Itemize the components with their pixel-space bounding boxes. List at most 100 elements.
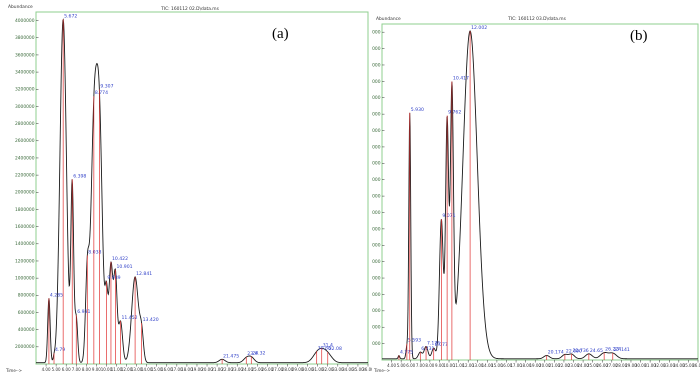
y-axis-title: Abundance — [8, 4, 33, 10]
y-tick-label: 400000 — [18, 327, 35, 333]
y-tick-label: 4000000 — [372, 30, 381, 36]
x-tick-label: 22.00 — [221, 367, 233, 372]
y-tick-label: 3800000 — [15, 35, 35, 41]
x-tick-label: 14.00 — [141, 367, 153, 372]
peak-label: 32.08 — [329, 346, 342, 352]
x-tick-label: 6.00 — [406, 363, 415, 368]
x-axis-title: Time--> — [5, 368, 22, 373]
peak-label: 5.593 — [408, 338, 421, 344]
y-tick-label: 3000000 — [372, 112, 381, 118]
tic-trace — [382, 30, 698, 360]
y-tick-label: 4000000 — [15, 18, 35, 24]
y-tick-label: 1000000 — [372, 275, 381, 281]
y-tick-label: 3600000 — [372, 62, 381, 68]
peak-label: 6.731 — [421, 346, 434, 352]
x-tick-label: 19.00 — [529, 363, 541, 368]
panel-label-b: (b) — [630, 28, 648, 44]
y-tick-label: 3200000 — [372, 95, 381, 101]
y-tick-label: 1600000 — [372, 226, 381, 232]
y-tick-label: 1400000 — [372, 243, 381, 249]
y-tick-label: 2400000 — [372, 161, 381, 167]
x-tick-label: 25.00 — [587, 363, 599, 368]
peak-label: 5.930 — [411, 107, 424, 113]
y-tick-label: 1800000 — [372, 210, 381, 216]
peak-label: 12.841 — [136, 271, 152, 277]
peak-label: 10.901 — [116, 264, 132, 270]
x-tick-label: 30.00 — [635, 363, 647, 368]
y-tick-label: 2800000 — [15, 121, 35, 127]
x-tick-label: 5.00 — [397, 363, 406, 368]
x-tick-label: 7.00 — [72, 367, 81, 372]
x-tick-label: 6.00 — [62, 367, 71, 372]
x-tick-label: 27.00 — [606, 363, 618, 368]
peak-label: 10.422 — [112, 256, 128, 262]
x-tick-label: 28.00 — [616, 363, 628, 368]
peak-label: 6.398 — [73, 173, 86, 179]
x-tick-label: 34.00 — [342, 367, 354, 372]
y-tick-label: 2000000 — [372, 193, 381, 199]
x-tick-label: 18.00 — [181, 367, 193, 372]
peak-label: 22.736 — [573, 348, 589, 354]
chart-header: TIC: 160112 03.D\data.ms — [507, 16, 566, 22]
x-tick-label: 13.00 — [131, 367, 143, 372]
x-tick-label: 8.00 — [425, 363, 434, 368]
x-tick-label: 12.00 — [462, 363, 474, 368]
x-tick-label: 21.00 — [211, 367, 223, 372]
x-tick-label: 32.00 — [322, 367, 334, 372]
x-tick-label: 11.00 — [111, 367, 123, 372]
y-tick-label: 2800000 — [372, 128, 381, 134]
x-tick-label: 9.00 — [92, 367, 101, 372]
y-tick-label: 3600000 — [15, 52, 35, 58]
peak-label: 24.32 — [252, 350, 265, 356]
x-tick-label: 19.00 — [191, 367, 203, 372]
x-tick-label: 14.00 — [482, 363, 494, 368]
y-tick-label: 1800000 — [15, 207, 35, 213]
peak-label: 11.452 — [122, 315, 138, 321]
y-tick-label: 1600000 — [15, 224, 35, 230]
x-tick-label: 33.00 — [332, 367, 344, 372]
x-axis-title: Time--> — [373, 368, 390, 373]
x-tick-label: 17.00 — [171, 367, 183, 372]
peak-label: 31.4 — [323, 342, 333, 348]
x-tick-label: 7.00 — [416, 363, 425, 368]
peak-label: 6.931 — [77, 309, 90, 315]
y-tick-label: 3800000 — [372, 46, 381, 52]
chart-header: TIC: 160112 02.D\data.ms — [160, 6, 219, 12]
plot-frame — [35, 11, 369, 365]
x-tick-label: 24.00 — [577, 363, 589, 368]
plot-frame — [381, 23, 699, 361]
tic-trace — [36, 18, 368, 364]
peak-label: 10.417 — [453, 75, 469, 81]
x-tick-label: 17.00 — [510, 363, 522, 368]
x-tick-label: 22.00 — [558, 363, 570, 368]
peak-label: 12.002 — [471, 25, 487, 31]
x-tick-label: 24.00 — [242, 367, 254, 372]
y-tick-label: 1400000 — [15, 241, 35, 247]
peak-label: 27.141 — [614, 347, 630, 353]
y-tick-label: 2600000 — [372, 144, 381, 150]
x-tick-label: 27.00 — [272, 367, 284, 372]
x-tick-label: 13.00 — [472, 363, 484, 368]
chromatogram-b-svg: Abundance TIC: 160112 03.D\data.ms (b) T… — [372, 16, 700, 373]
x-tick-label: 26.00 — [597, 363, 609, 368]
x-tick-label: 4.00 — [42, 367, 51, 372]
x-tick-label: 16.00 — [501, 363, 513, 368]
x-tick-label: 32.00 — [654, 363, 666, 368]
x-tick-label: 15.00 — [491, 363, 503, 368]
peak-label: 9.989 — [107, 275, 120, 281]
chromatogram-panel-b: Abundance TIC: 160112 03.D\data.ms (b) T… — [372, 0, 700, 374]
x-tick-label: 8.00 — [82, 367, 91, 372]
x-tick-label: 12.00 — [121, 367, 133, 372]
x-tick-label: 26.00 — [262, 367, 274, 372]
panel-label-a: (a) — [272, 26, 289, 42]
x-tick-label: 30.00 — [302, 367, 314, 372]
chromatogram-a-svg: Abundance TIC: 160112 02.D\data.ms (a) T… — [5, 4, 372, 373]
x-tick-label: 18.00 — [520, 363, 532, 368]
y-tick-label: 600000 — [18, 310, 35, 316]
peak-label: 5.672 — [64, 13, 77, 19]
peak-label: 7.176 — [427, 340, 440, 346]
y-tick-label: 3000000 — [15, 104, 35, 110]
peak-label: 23.9 — [247, 351, 257, 357]
x-tick-label: 11.00 — [453, 363, 465, 368]
y-tick-label: 2000000 — [15, 190, 35, 196]
